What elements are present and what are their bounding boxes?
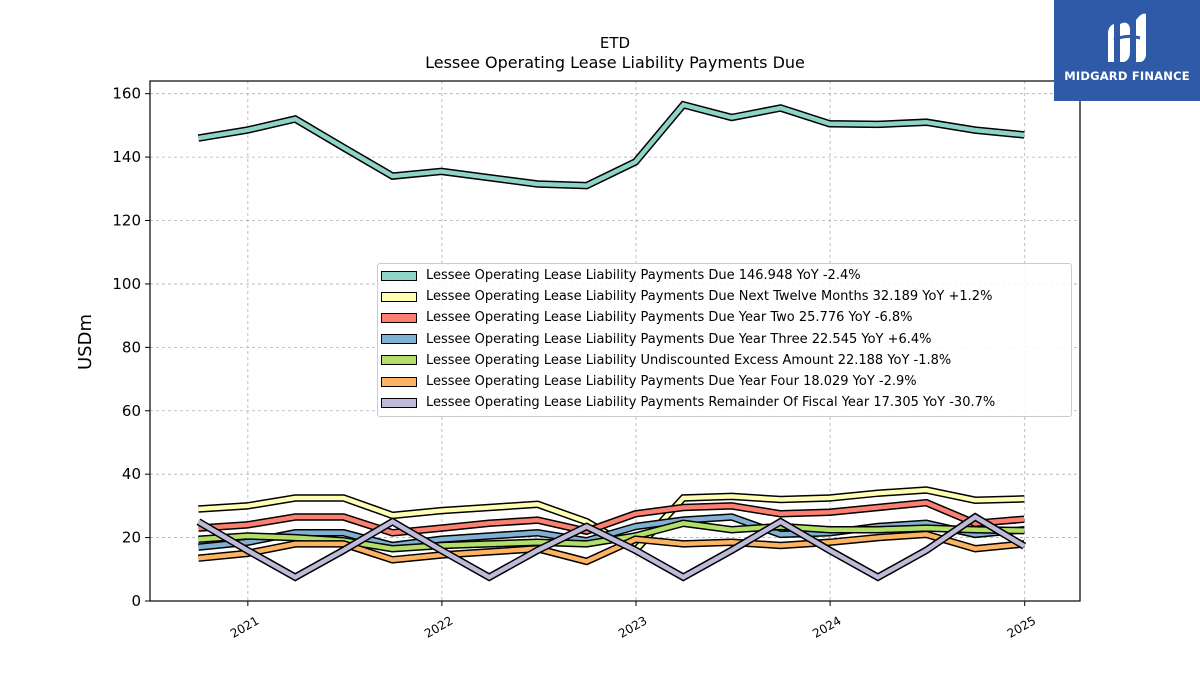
legend-item: Lessee Operating Lease Liability Payment… — [378, 329, 932, 350]
y-tick-label: 40 — [122, 465, 141, 483]
midgard-logo-icon — [1108, 13, 1146, 63]
legend-swatch — [381, 334, 417, 345]
x-tick-label: 2022 — [422, 613, 455, 640]
x-tick-label: 2025 — [1005, 613, 1038, 640]
plot-frame — [149, 80, 1081, 602]
legend-label: Lessee Operating Lease Liability Payment… — [426, 310, 913, 326]
legend-label: Lessee Operating Lease Liability Undisco… — [426, 352, 952, 368]
y-axis-label: USDm — [75, 314, 96, 370]
legend-item: Lessee Operating Lease Liability Payment… — [378, 392, 995, 413]
series-lines — [196, 100, 1027, 582]
y-tick-label: 160 — [112, 85, 141, 103]
x-tick-label: 2023 — [616, 613, 649, 640]
x-tick-label: 2024 — [810, 613, 843, 640]
chart-title: ETD — [600, 34, 630, 52]
y-tick-label: 140 — [112, 148, 141, 166]
legend-label: Lessee Operating Lease Liability Payment… — [426, 331, 932, 347]
legend-swatch — [381, 376, 417, 387]
series-line-6 — [197, 514, 1026, 580]
series-line-0 — [198, 102, 1025, 188]
legend-swatch — [381, 355, 417, 366]
y-tick-label: 100 — [112, 275, 141, 293]
legend-swatch — [381, 397, 417, 408]
y-tick-label: 20 — [122, 529, 141, 547]
legend-swatch — [381, 312, 417, 323]
series-line-2 — [198, 500, 1025, 536]
logo-text: MIDGARD FINANCE — [1064, 69, 1190, 83]
legend-item: Lessee Operating Lease Liability Payment… — [378, 265, 861, 286]
axes: 0 20 40 60 80 100 120 140 160 2021 2022 2023 2024 202… — [112, 85, 1038, 641]
legend-swatch — [381, 291, 417, 302]
legend-swatch — [381, 270, 417, 281]
legend-label: Lessee Operating Lease Liability Payment… — [426, 374, 917, 389]
y-tick-label: 120 — [112, 212, 141, 230]
y-tick-label: 60 — [122, 402, 141, 420]
legend-item: Lessee Operating Lease Liability Payment… — [378, 286, 992, 307]
legend-label: Lessee Operating Lease Liability Payment… — [426, 289, 993, 305]
legend-label: Lessee Operating Lease Liability Payment… — [426, 268, 861, 283]
legend-item: Lessee Operating Lease Liability Payment… — [378, 371, 917, 392]
legend-item: Lessee Operating Lease Liability Payment… — [378, 307, 912, 328]
y-tick-label: 0 — [131, 592, 141, 610]
chart-legend: Lessee Operating Lease Liability Payment… — [377, 263, 1072, 417]
y-tick-label: 80 — [122, 338, 141, 356]
x-tick-label: 2021 — [228, 613, 261, 640]
legend-item: Lessee Operating Lease Liability Undisco… — [378, 350, 951, 371]
chart-subtitle: Lessee Operating Lease Liability Payment… — [425, 53, 805, 72]
series-line-5 — [198, 532, 1025, 564]
brand-logo: MIDGARD FINANCE — [1054, 0, 1200, 101]
legend-label: Lessee Operating Lease Liability Payment… — [426, 395, 996, 411]
